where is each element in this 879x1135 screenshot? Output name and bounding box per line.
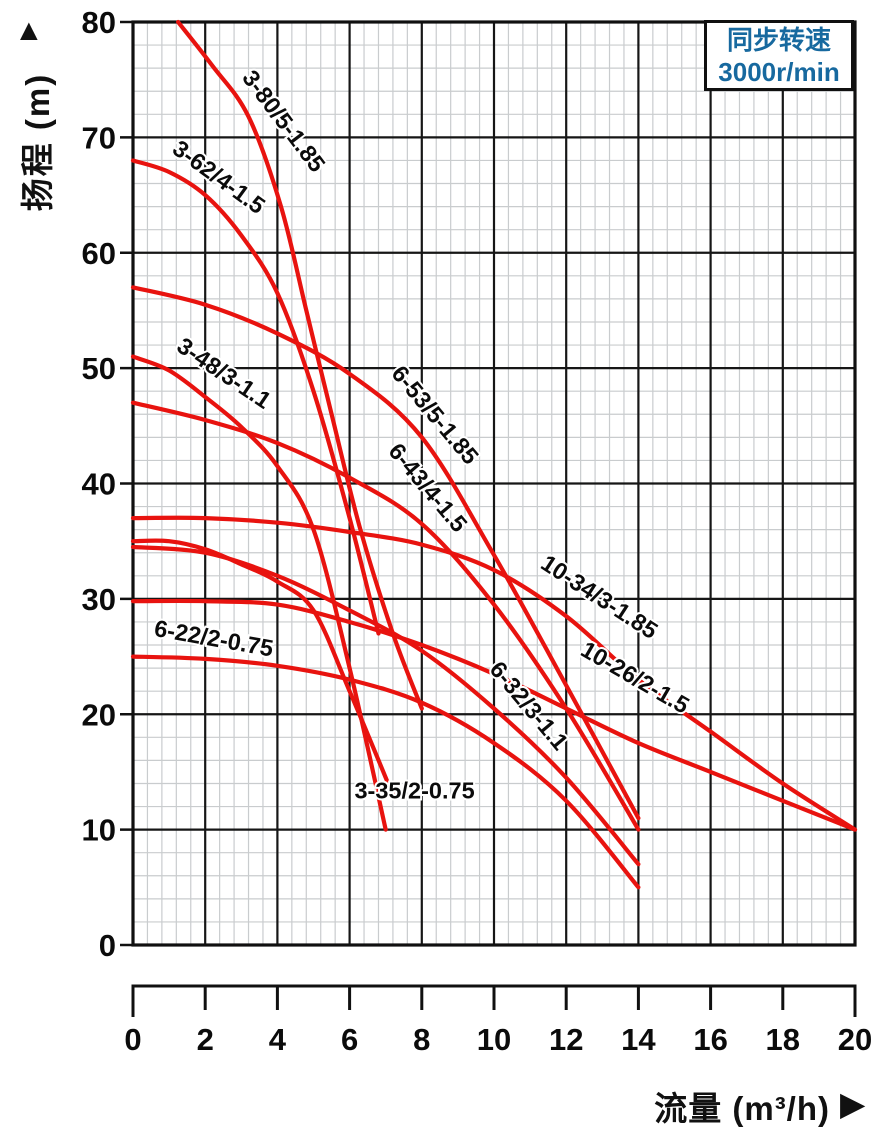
- curve-3-62/4-1.5: [130, 158, 381, 636]
- x-axis-title: 流量 (m³/h): [654, 1090, 830, 1127]
- y-axis-title: 扬程 (m): [19, 72, 56, 212]
- x-tick-label: 12: [549, 1022, 583, 1057]
- legend-box: 同步转速 3000r/min: [704, 20, 854, 91]
- curve-3-48/3-1.1: [130, 354, 388, 832]
- y-tick-label: 50: [82, 351, 116, 386]
- x-tick-label: 0: [124, 1022, 141, 1057]
- curve-10-34/3-1.85: [130, 515, 858, 832]
- curve-label-10-34/3-1.85: 10-34/3-1.85: [536, 550, 662, 644]
- curve-3-80/5-1.85: [176, 19, 424, 711]
- y-axis-up-arrow-icon: ▲: [14, 14, 44, 47]
- curve-3-35/2-0.75: [130, 538, 395, 798]
- x-tick-label: 14: [621, 1022, 656, 1057]
- x-tick-label: 20: [838, 1022, 872, 1057]
- x-axis-right-arrow-icon: ▶: [840, 1085, 866, 1122]
- x-tick-label: 4: [269, 1022, 287, 1057]
- x-tick-label: 8: [413, 1022, 430, 1057]
- legend-sync-speed-label: 同步转速: [726, 24, 831, 55]
- legend-speed-value: 3000r/min: [718, 56, 840, 87]
- x-tick-label: 16: [693, 1022, 727, 1057]
- curve-6-22/2-0.75: [130, 654, 641, 890]
- y-tick-label: 20: [82, 697, 116, 732]
- y-tick-label: 80: [82, 5, 116, 40]
- curve-6-53/5-1.85: [130, 285, 641, 821]
- y-tick-label: 30: [82, 582, 116, 617]
- curve-label-3-35/2-0.75: 3-35/2-0.75: [354, 777, 474, 803]
- x-tick-label: 18: [766, 1022, 800, 1057]
- x-tick-label: 10: [477, 1022, 511, 1057]
- curve-label-10-26/2-1.5: 10-26/2-1.5: [577, 636, 694, 719]
- y-tick-label: 70: [82, 120, 116, 155]
- y-tick-label: 40: [82, 467, 116, 502]
- x-tick-label: 2: [197, 1022, 214, 1057]
- curve-10-26/2-1.5: [130, 598, 858, 832]
- y-tick-label: 60: [82, 236, 116, 271]
- y-tick-label: 0: [99, 928, 116, 963]
- y-tick-label: 10: [82, 813, 116, 848]
- x-tick-label: 6: [341, 1022, 358, 1057]
